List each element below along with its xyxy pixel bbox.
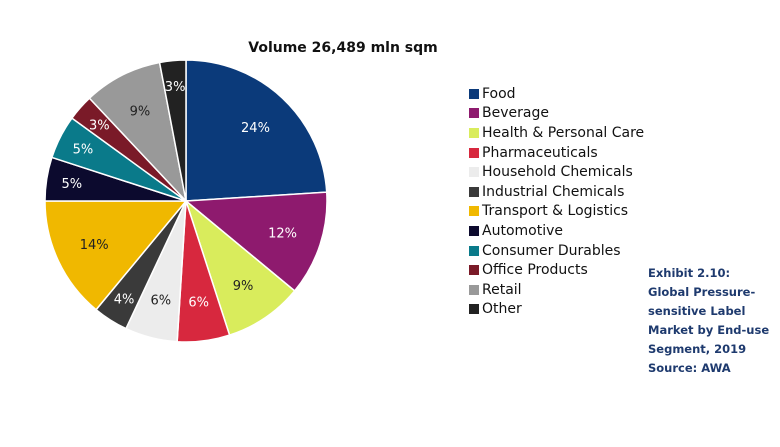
legend-item: Office Products xyxy=(469,260,644,280)
legend-label: Food xyxy=(482,85,516,102)
legend-swatch xyxy=(469,108,479,119)
legend-swatch xyxy=(469,206,479,217)
legend-item: Household Chemicals xyxy=(469,162,644,182)
legend-item: Other xyxy=(469,300,644,320)
slice-label: 5% xyxy=(73,143,94,158)
legend-item: Pharmaceuticals xyxy=(469,143,644,163)
caption: Exhibit 2.10: Global Pressure-sensitive … xyxy=(648,264,773,378)
legend-label: Consumer Durables xyxy=(482,242,621,259)
legend-label: Transport & Logistics xyxy=(482,203,629,220)
legend-swatch xyxy=(469,304,479,315)
legend-swatch xyxy=(469,167,479,178)
legend-swatch xyxy=(469,245,479,256)
slice-label: 6% xyxy=(150,293,171,308)
legend-item: Health & Personal Care xyxy=(469,123,644,143)
legend-label: Retail xyxy=(482,281,522,298)
pie-slice xyxy=(184,191,328,292)
pie-slice xyxy=(44,200,188,311)
legend-label: Household Chemicals xyxy=(482,164,633,181)
legend: Food Beverage Health & Personal Care Pharma… xyxy=(469,84,644,319)
slice-label: 9% xyxy=(233,279,254,294)
legend-item: Transport & Logistics xyxy=(469,202,644,222)
legend-item: Industrial Chemicals xyxy=(469,182,644,202)
legend-label: Office Products xyxy=(482,262,588,279)
legend-label: Pharmaceuticals xyxy=(482,144,598,161)
legend-item: Automotive xyxy=(469,221,644,241)
legend-item: Beverage xyxy=(469,104,644,124)
legend-item: Consumer Durables xyxy=(469,241,644,261)
slice-label: 9% xyxy=(130,105,151,120)
slice-label: 3% xyxy=(89,119,110,134)
legend-swatch xyxy=(469,284,479,295)
legend-label: Health & Personal Care xyxy=(482,124,645,141)
legend-label: Automotive xyxy=(482,222,563,239)
legend-swatch xyxy=(469,147,479,158)
pie-slice xyxy=(185,59,328,202)
pie-slice xyxy=(88,61,188,204)
slice-label: 5% xyxy=(61,177,82,192)
slice-label: 12% xyxy=(268,226,297,241)
slice-label: 14% xyxy=(80,238,109,253)
slice-label: 4% xyxy=(114,293,135,308)
legend-swatch xyxy=(469,265,479,276)
slice-label: 6% xyxy=(188,296,209,311)
pie-slice xyxy=(184,198,296,337)
slice-label: 24% xyxy=(241,121,270,136)
legend-swatch xyxy=(469,88,479,99)
caption-text: Exhibit 2.10: Global Pressure-sensitive … xyxy=(648,266,770,356)
legend-item: Retail xyxy=(469,280,644,300)
legend-swatch xyxy=(469,225,479,236)
legend-label: Beverage xyxy=(482,105,549,122)
chart-title: Volume 26,489 mln sqm xyxy=(248,40,438,56)
source-text: Source: AWA xyxy=(648,361,731,375)
legend-label: Industrial Chemicals xyxy=(482,183,625,200)
legend-item: Food xyxy=(469,84,644,104)
slice-label: 3% xyxy=(165,80,186,95)
legend-swatch xyxy=(469,127,479,138)
pie-chart: 24% 12% 9% 6% 6% 4% 14% 5% 5% 3% 9% 3% xyxy=(44,59,328,343)
pie-slice xyxy=(158,59,187,202)
legend-label: Other xyxy=(482,301,522,318)
legend-swatch xyxy=(469,186,479,197)
